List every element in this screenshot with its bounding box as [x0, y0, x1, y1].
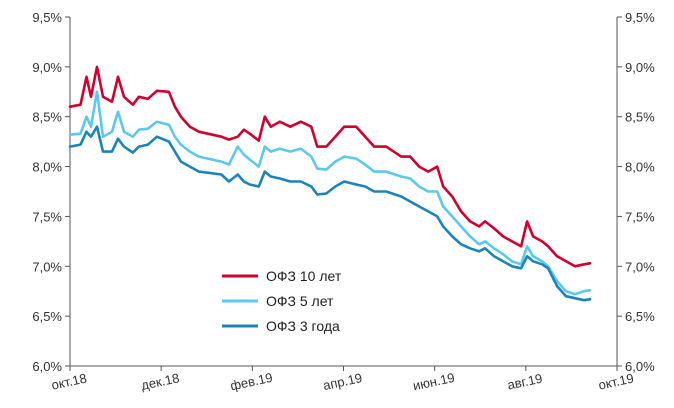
y-tick-label-right: 6,0% [625, 359, 655, 374]
axes: 6,0% 6,0% 6,5% 6,5% 7,0% 7,0% 7,5% 7,5% 8,0% 8,0%… [32, 10, 655, 393]
y-tick-label-right: 7,5% [625, 209, 655, 224]
y-tick-label-left: 8,5% [32, 110, 62, 125]
x-tick-label: фев.19 [229, 370, 274, 394]
y-tick-label-right: 8,5% [625, 110, 655, 125]
x-tick-label: окт.18 [50, 371, 88, 393]
y-tick-label-right: 7,0% [625, 259, 655, 274]
series-line-2 [68, 125, 592, 302]
x-tick-label: июн.19 [412, 370, 456, 393]
y-tick-label-left: 6,5% [32, 309, 62, 324]
series-line-0 [68, 65, 592, 268]
y-tick-label-left: 7,5% [32, 209, 62, 224]
series-line-1 [68, 90, 592, 296]
y-tick-label-left: 6,0% [32, 359, 62, 374]
legend-label-2: ОФЗ 3 года [266, 318, 340, 334]
legend-label-1: ОФЗ 5 лет [266, 293, 334, 309]
x-tick-label: апр.19 [322, 370, 364, 393]
y-tick-label-right: 6,5% [625, 309, 655, 324]
x-tick-label: авг.19 [506, 371, 544, 393]
series-lines [68, 65, 592, 302]
x-tick-label: дек.18 [140, 370, 181, 393]
y-tick-label-right: 8,0% [625, 160, 655, 175]
y-tick-label-left: 9,5% [32, 10, 62, 25]
y-tick-label-left: 8,0% [32, 160, 62, 175]
y-tick-label-left: 7,0% [32, 259, 62, 274]
legend: ОФЗ 10 лет ОФЗ 5 лет ОФЗ 3 года [222, 268, 342, 334]
y-tick-label-right: 9,5% [625, 10, 655, 25]
x-tick-label: окт.19 [597, 371, 635, 393]
legend-label-0: ОФЗ 10 лет [266, 268, 342, 284]
y-tick-label-right: 9,0% [625, 60, 655, 75]
y-tick-label-left: 9,0% [32, 60, 62, 75]
